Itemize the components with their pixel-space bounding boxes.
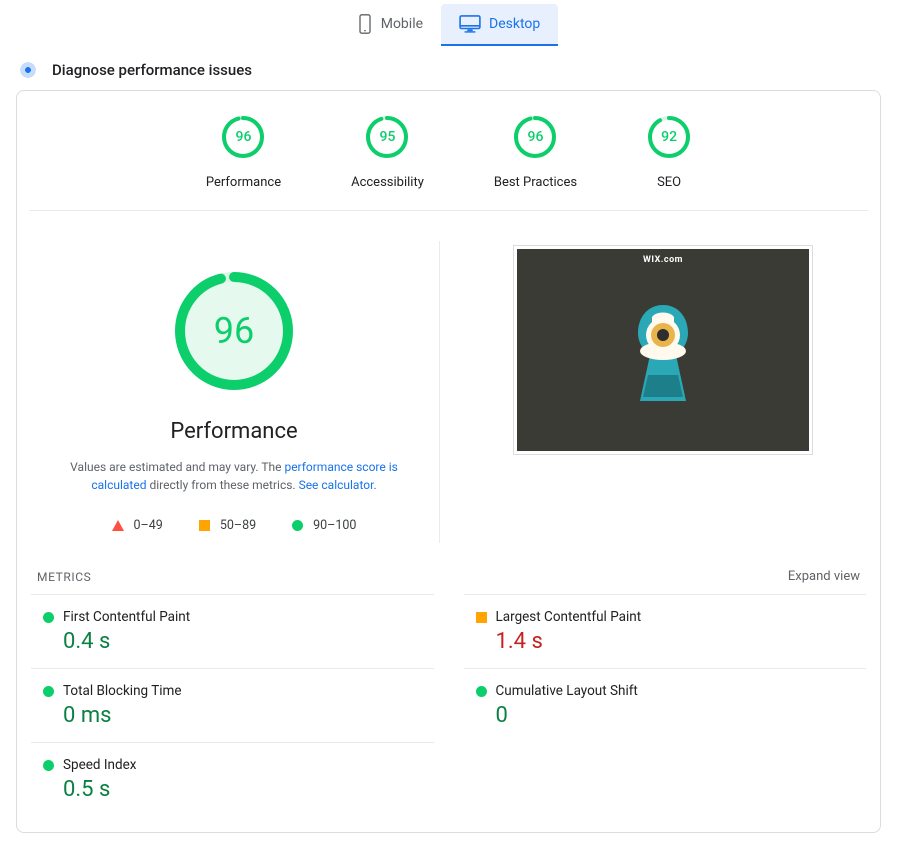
section-title: Diagnose performance issues [52, 61, 252, 79]
gauge-accessibility[interactable]: 95 Accessibility [351, 115, 424, 190]
metric-cls: Cumulative Layout Shift 0 [464, 668, 867, 742]
pulse-icon [18, 60, 38, 80]
metric-lcp-value: 1.4 s [496, 629, 859, 654]
gauge-score: 95 [365, 115, 409, 159]
status-dot-icon [43, 760, 54, 771]
gauge-score: 96 [221, 115, 265, 159]
diagnostics-card: 96 Performance 95 Accessibility 96 Best Pract… [16, 90, 881, 833]
square-icon [199, 520, 210, 531]
status-dot-icon [476, 686, 487, 697]
gauge-score: 96 [513, 115, 557, 159]
desktop-icon [459, 15, 481, 33]
metric-tbt: Total Blocking Time 0 ms [31, 668, 434, 742]
page-screenshot: WIX.com [513, 245, 813, 455]
keyhole-icon [636, 305, 690, 405]
metrics-label: METRICS [37, 570, 91, 584]
status-square-icon [476, 612, 487, 623]
expand-view-button[interactable]: Expand view [788, 569, 860, 584]
performance-description: Values are estimated and may vary. The p… [54, 458, 414, 494]
gauge-label: SEO [657, 175, 681, 190]
tab-mobile-label: Mobile [381, 16, 423, 32]
metric-lcp: Largest Contentful Paint 1.4 s [464, 594, 867, 668]
metric-si: Speed Index 0.5 s [31, 742, 434, 816]
see-calculator-link[interactable]: See calculator. [299, 478, 377, 492]
metrics-header: METRICS Expand view [17, 553, 880, 594]
screenshot-brand: WIX.com [643, 255, 683, 265]
performance-score-large: 96 [174, 271, 294, 391]
legend-good: 90–100 [292, 518, 356, 533]
summary-gauges: 96 Performance 95 Accessibility 96 Best Pract… [29, 91, 868, 211]
legend-bad: 0–49 [112, 518, 163, 533]
gauge-score: 92 [647, 115, 691, 159]
metric-fcp-value: 0.4 s [63, 629, 426, 654]
tab-desktop-label: Desktop [489, 16, 540, 32]
gauge-label: Performance [206, 175, 281, 190]
gauge-label: Best Practices [494, 175, 577, 190]
mobile-icon [357, 14, 373, 34]
performance-column: 96 Performance Values are estimated and … [29, 241, 440, 543]
gauge-best-practices[interactable]: 96 Best Practices [494, 115, 577, 190]
status-dot-icon [43, 686, 54, 697]
legend-mid: 50–89 [199, 518, 256, 533]
tab-desktop[interactable]: Desktop [441, 4, 558, 46]
tab-mobile[interactable]: Mobile [339, 4, 441, 46]
performance-title: Performance [170, 419, 297, 444]
metric-tbt-value: 0 ms [63, 703, 426, 728]
gauge-performance[interactable]: 96 Performance [206, 115, 281, 190]
section-header: Diagnose performance issues [0, 46, 897, 90]
performance-gauge-large: 96 [174, 271, 294, 391]
metric-cls-value: 0 [496, 703, 859, 728]
screenshot-column: WIX.com [440, 241, 868, 543]
circle-icon [292, 520, 303, 531]
metric-fcp: First Contentful Paint 0.4 s [31, 594, 434, 668]
metric-si-value: 0.5 s [63, 777, 426, 802]
device-tabs: Mobile Desktop [0, 0, 897, 46]
status-dot-icon [43, 612, 54, 623]
score-legend: 0–49 50–89 90–100 [112, 518, 357, 533]
main-split: 96 Performance Values are estimated and … [17, 211, 880, 553]
gauge-seo[interactable]: 92 SEO [647, 115, 691, 190]
metrics-grid: First Contentful Paint 0.4 s Largest Con… [17, 594, 880, 832]
triangle-icon [112, 520, 124, 531]
gauge-label: Accessibility [351, 175, 424, 190]
